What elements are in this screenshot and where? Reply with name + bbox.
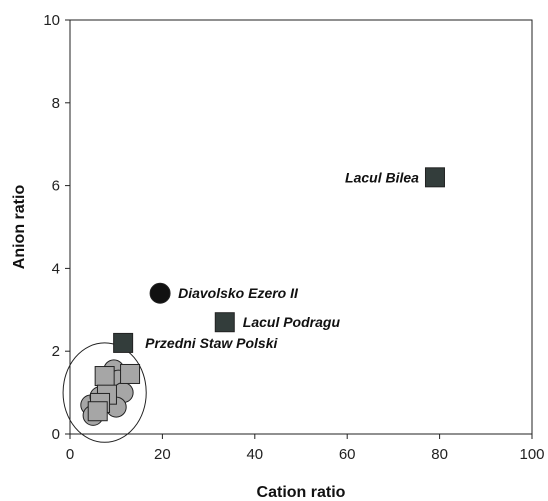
square-point [120,363,141,384]
square-point [113,332,134,353]
axes: 0 20 40 60 80 100 0 2 4 6 8 10 [43,12,544,463]
y-tick-label: 10 [43,12,60,29]
y-tick-label: 6 [52,178,60,195]
point-label: Lacul Bilea [345,169,419,185]
square-point [214,312,235,333]
point-label: Diavolsko Ezero II [178,285,299,301]
x-tick-label: 0 [66,446,74,463]
x-tick-label: 80 [431,446,448,463]
x-tick-label: 20 [154,446,171,463]
y-tick-label: 0 [52,426,60,443]
square-point [94,366,115,387]
y-tick-label: 4 [52,260,60,277]
point-label: Przedni Staw Polski [145,335,278,351]
y-tick-label: 8 [52,95,60,112]
x-tick-label: 100 [519,446,544,463]
point-label: Lacul Podragu [243,314,341,330]
y-tick-label: 2 [52,343,60,360]
cluster-ellipse [62,342,147,443]
square-point [87,401,108,422]
data-points [80,167,445,426]
x-axis-title: Cation ratio [257,484,346,501]
cluster-enclosure [62,342,147,443]
plot-frame [69,19,533,435]
point-annotations: Lacul Bilea Lacul Podragu Przedni Staw Pol… [145,169,419,351]
y-axis-title: Anion ratio [11,185,28,270]
square-point [424,167,445,188]
x-tick-label: 60 [339,446,356,463]
x-tick-label: 40 [246,446,263,463]
circle-point [149,282,171,304]
